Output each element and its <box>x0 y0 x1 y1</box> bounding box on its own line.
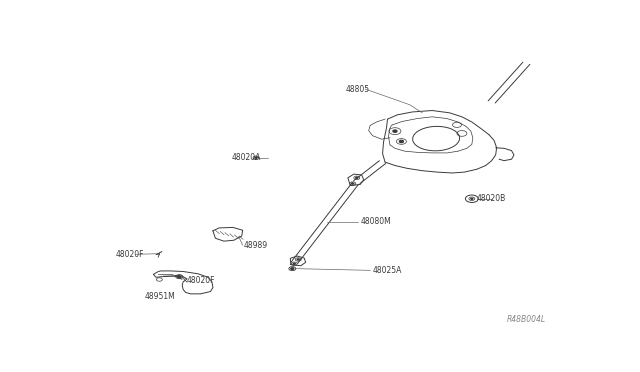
Circle shape <box>471 198 473 199</box>
Text: 48025A: 48025A <box>372 266 402 275</box>
Text: R48B004L: R48B004L <box>507 315 547 324</box>
Text: 48020A: 48020A <box>231 153 260 162</box>
Circle shape <box>356 177 358 179</box>
Text: 48020B: 48020B <box>477 194 506 203</box>
Circle shape <box>293 263 295 264</box>
Circle shape <box>291 268 294 269</box>
Circle shape <box>399 140 403 142</box>
Text: 48080M: 48080M <box>360 217 391 226</box>
Text: 48989: 48989 <box>244 241 268 250</box>
Circle shape <box>393 130 397 132</box>
Circle shape <box>178 276 180 278</box>
Text: 48020F: 48020F <box>187 276 215 285</box>
Text: 48951M: 48951M <box>145 292 175 301</box>
Circle shape <box>352 183 354 184</box>
Text: 48020F: 48020F <box>116 250 144 259</box>
Circle shape <box>297 259 300 260</box>
Text: 48805: 48805 <box>346 84 369 93</box>
Circle shape <box>255 157 257 158</box>
